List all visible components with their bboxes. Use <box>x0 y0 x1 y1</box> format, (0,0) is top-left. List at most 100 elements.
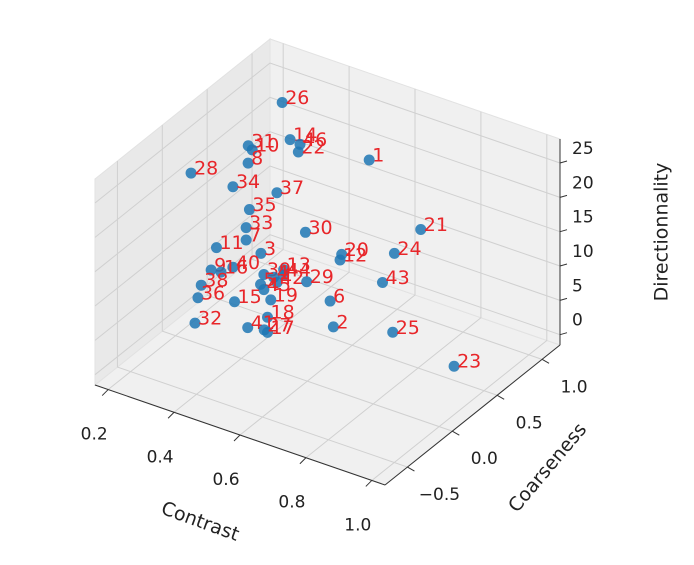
grid-line <box>107 43 284 390</box>
point-label: 46 <box>303 129 327 151</box>
point-label: 16 <box>224 257 248 279</box>
grid-line <box>239 89 416 436</box>
point-label: 44 <box>287 260 311 282</box>
grid-line <box>161 125 453 432</box>
point-label: 2 <box>336 311 348 333</box>
grid-line <box>371 134 548 481</box>
x-tick <box>299 457 307 465</box>
point <box>271 276 283 288</box>
point-label: 15 <box>238 286 262 308</box>
x-tick-label: 1.0 <box>344 515 371 535</box>
grid-line <box>94 131 561 273</box>
point-label: 20 <box>345 239 369 261</box>
point <box>227 261 239 273</box>
point <box>215 266 227 278</box>
point <box>387 326 399 338</box>
point-label: 19 <box>274 284 298 306</box>
y-tick <box>407 466 415 472</box>
point <box>327 321 339 333</box>
point <box>242 322 254 334</box>
point <box>240 222 252 234</box>
grid-line <box>94 165 561 307</box>
point-label: 3 <box>264 238 276 260</box>
point-label: 17 <box>270 317 294 339</box>
z-tick <box>559 194 568 198</box>
grid-line <box>94 96 561 238</box>
z-tick-label: 20 <box>572 173 594 193</box>
grid-line <box>206 89 498 396</box>
point <box>292 146 304 158</box>
point <box>185 167 197 179</box>
point <box>205 264 217 276</box>
point <box>276 97 288 109</box>
point-label: 32 <box>198 308 222 330</box>
point <box>448 360 460 372</box>
z-tick-label: 25 <box>572 139 594 159</box>
point <box>324 295 336 307</box>
x-tick <box>365 480 373 487</box>
point-label: 7 <box>249 225 261 247</box>
point <box>377 276 388 288</box>
grid-line <box>305 111 482 459</box>
y-axis-line <box>384 344 561 486</box>
point-label: 25 <box>396 317 420 339</box>
point <box>246 144 258 156</box>
z-tick <box>559 332 568 336</box>
x-tick-label: 0.8 <box>278 493 305 513</box>
point-label: 8 <box>251 148 263 170</box>
point-label: 27 <box>267 314 291 336</box>
grid-line <box>116 161 408 468</box>
z-tick-label: 5 <box>572 276 583 296</box>
grid-line <box>173 66 350 413</box>
y-tick-label: −0.5 <box>419 485 460 505</box>
point-label: 29 <box>310 266 334 288</box>
z-tick <box>559 263 568 267</box>
point <box>261 311 273 323</box>
point-label: 28 <box>194 158 218 180</box>
point-label: 21 <box>424 214 448 236</box>
point <box>189 317 201 329</box>
point-label: 12 <box>343 245 367 267</box>
point <box>227 181 239 193</box>
point-label: 30 <box>308 217 332 239</box>
x-tick-label: 0.6 <box>212 470 239 490</box>
point-label: 13 <box>287 254 311 276</box>
point <box>415 224 427 236</box>
point <box>258 324 270 336</box>
point <box>195 279 207 291</box>
point <box>265 294 277 306</box>
point-label: 38 <box>204 270 228 292</box>
y-tick <box>496 394 505 400</box>
grid-line <box>94 199 561 341</box>
point <box>229 296 241 308</box>
point-label: 26 <box>285 87 309 109</box>
x-tick <box>101 389 109 396</box>
point <box>255 247 267 259</box>
grid-line <box>94 234 561 376</box>
x-tick-label: 0.2 <box>81 425 108 445</box>
point <box>271 187 283 199</box>
x-tick-label: 0.4 <box>147 447 174 467</box>
x-tick <box>167 411 175 419</box>
x-tick <box>233 434 241 442</box>
point <box>192 292 204 304</box>
point <box>363 154 375 166</box>
grid-line <box>251 53 543 360</box>
point-label: 33 <box>249 212 273 234</box>
point-label: 31 <box>251 130 275 152</box>
y-tick-label: 0.5 <box>516 413 543 433</box>
point-label: 36 <box>201 282 225 304</box>
y-tick <box>541 358 550 364</box>
z-tick-label: 0 <box>572 311 583 331</box>
point <box>334 254 346 266</box>
z-tick <box>559 297 568 301</box>
point-label: 10 <box>255 134 279 156</box>
point <box>301 276 313 288</box>
point-label: 11 <box>219 232 243 254</box>
point-label: 1 <box>372 144 384 166</box>
point <box>284 134 296 146</box>
point <box>299 226 311 238</box>
point-label: 35 <box>252 194 276 216</box>
point <box>388 247 400 259</box>
